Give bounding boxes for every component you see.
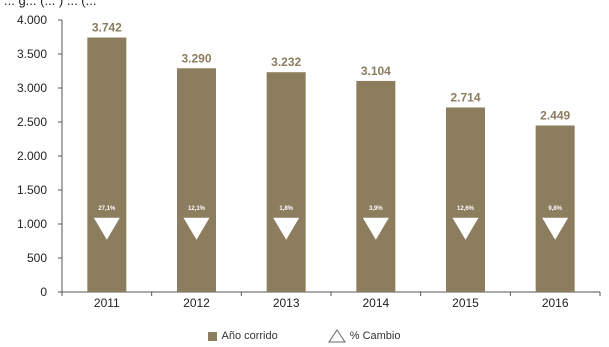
bar xyxy=(177,68,216,292)
y-tick-label: 500 xyxy=(27,251,47,265)
bar-value-label: 3.232 xyxy=(271,55,301,69)
y-tick-label: 3.500 xyxy=(17,47,47,61)
bar xyxy=(266,72,306,292)
bar xyxy=(356,80,396,292)
change-down-triangle-icon xyxy=(273,217,300,240)
x-tick-label: 2016 xyxy=(542,296,569,310)
change-percent-label: 27,1% xyxy=(98,206,116,212)
bar xyxy=(535,125,575,292)
bar xyxy=(446,107,485,292)
change-down-triangle-icon xyxy=(362,217,389,240)
legend: Año corrido % Cambio xyxy=(0,326,609,346)
bar-value-label: 3.290 xyxy=(181,51,211,65)
x-axis xyxy=(61,291,601,296)
change-down-triangle-icon xyxy=(93,217,120,240)
change-percent-label: 3,9% xyxy=(369,206,383,212)
y-tick-label: 0 xyxy=(40,285,47,299)
x-tick-label: 2011 xyxy=(94,296,120,310)
y-tick-label: 3.000 xyxy=(17,81,47,95)
legend-item-ano-corrido: Año corrido xyxy=(208,330,278,342)
y-tick-label: 4.000 xyxy=(17,13,47,27)
legend-label-cambio: % Cambio xyxy=(349,330,401,342)
change-down-triangle-icon xyxy=(542,217,569,240)
header-fragment: ... g... (... ) ... (... xyxy=(4,0,97,8)
bar-value-label: 3.104 xyxy=(361,64,391,78)
bar-chart: 05001.0001.5002.0002.5003.0003.5004.000 … xyxy=(17,13,601,310)
legend-item-cambio: % Cambio xyxy=(327,329,401,343)
triangle-outline-icon xyxy=(327,329,346,343)
change-percent-label: 12,6% xyxy=(457,206,475,212)
bar-value-label: 3.742 xyxy=(92,21,122,35)
y-tick-label: 2.500 xyxy=(17,115,47,129)
change-percent-label: 12,1% xyxy=(188,206,206,212)
x-tick-label: 2013 xyxy=(273,296,300,310)
legend-label-ano-corrido: Año corrido xyxy=(221,330,278,342)
bars: 3.742 27,1% 2011 3.290 12,1% 2012 3.232 1,8% 201… xyxy=(87,21,575,310)
clipped-header-text: ... g... (... ) ... (... xyxy=(0,0,609,8)
x-tick-label: 2012 xyxy=(183,296,210,310)
change-percent-label: 1,8% xyxy=(279,206,293,212)
legend-swatch-bar xyxy=(208,331,218,341)
y-tick-label: 2.000 xyxy=(17,149,47,163)
y-axis: 0 500 1.000 1.500 2.000 2.500 3.000 3.500 4.000 xyxy=(17,13,63,299)
change-down-triangle-icon xyxy=(452,217,479,240)
y-tick-label: 1.000 xyxy=(17,217,47,231)
y-tick-label: 1.500 xyxy=(17,183,47,197)
change-percent-label: 9,8% xyxy=(548,206,562,212)
x-tick-label: 2014 xyxy=(362,296,389,310)
x-tick-label: 2015 xyxy=(452,296,479,310)
bar-value-label: 2.449 xyxy=(540,108,570,122)
bar xyxy=(87,37,127,292)
bar-value-label: 2.714 xyxy=(450,90,480,104)
change-down-triangle-icon xyxy=(183,217,210,240)
